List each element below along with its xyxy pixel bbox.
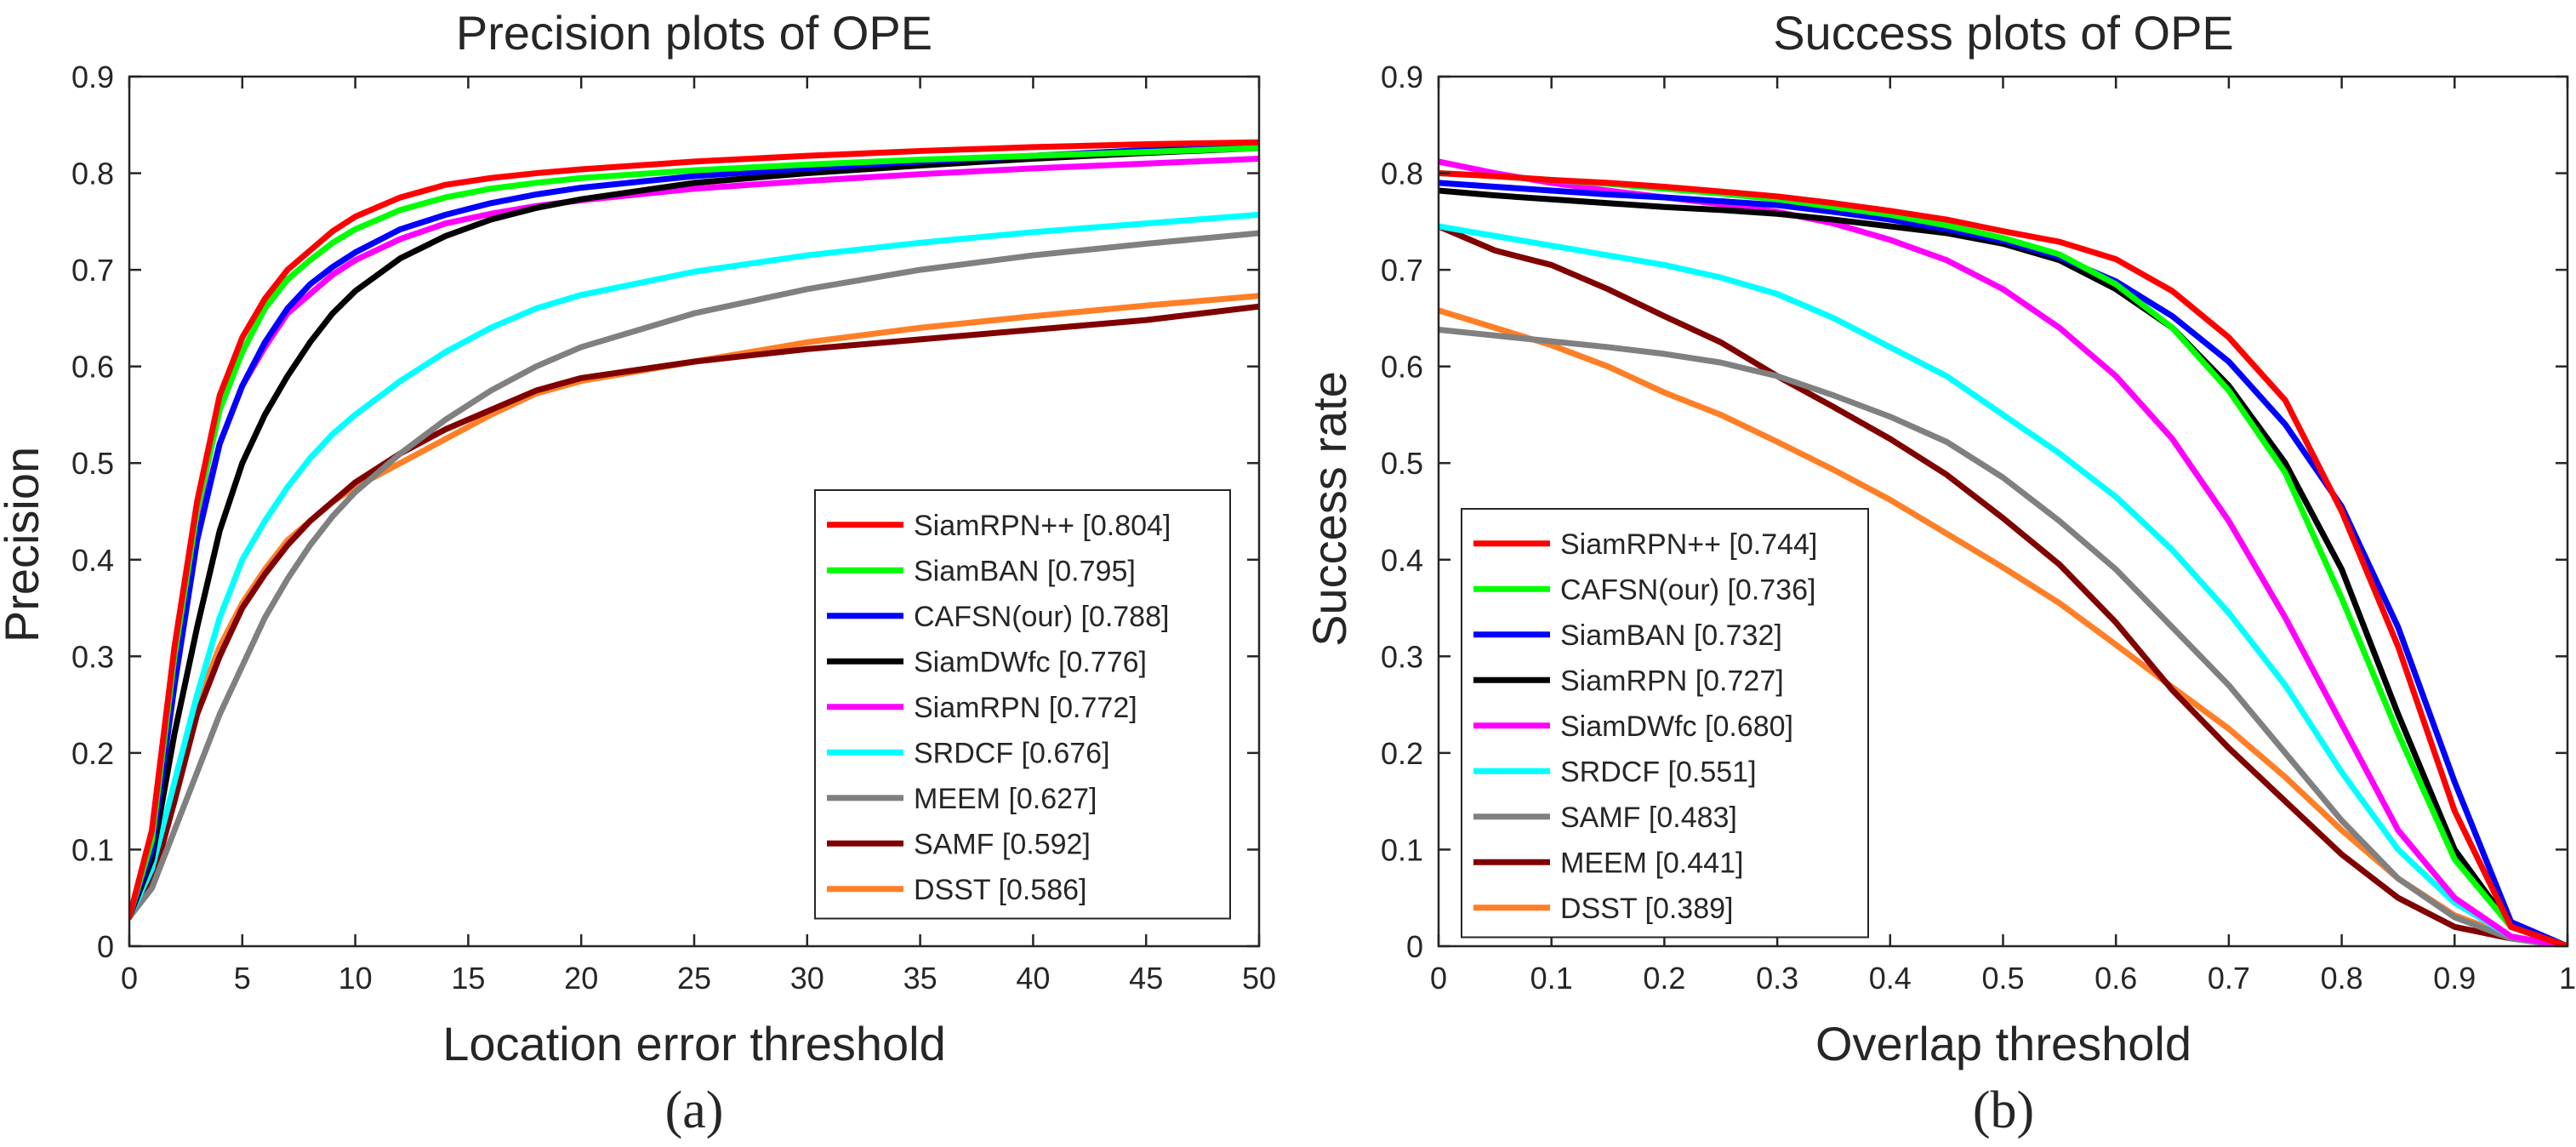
precision-ytick-label: 0.9: [71, 60, 114, 94]
precision-ytick-label: 0.6: [71, 350, 114, 385]
precision-legend-label-srdcf: SRDCF [0.676]: [914, 737, 1110, 769]
success-series-siamrpn--line: [1439, 170, 2567, 946]
precision-plot-panel: Precision plots of OPE Location error th…: [0, 6, 1276, 1139]
precision-legend-label-siamdwfc: SiamDWfc [0.776]: [914, 646, 1147, 678]
success-series-group: [1439, 158, 2567, 946]
precision-xtick-label: 15: [451, 961, 485, 996]
success-xtick-label: 0.3: [1756, 961, 1798, 996]
success-legend: SiamRPN++ [0.744] CAFSN(our) [0.736] SiamB…: [1461, 508, 1869, 939]
success-legend-label-siamrpn: SiamRPN [0.727]: [1560, 665, 1784, 697]
success-xtick-label: 0.1: [1530, 961, 1573, 996]
precision-ytick-label: 0.8: [71, 157, 114, 191]
success-legend-label-srdcf: SRDCF [0.551]: [1560, 756, 1757, 788]
success-legend-box: [1461, 508, 1869, 939]
precision-series-srdcf-line: [129, 211, 1259, 921]
precision-ytick-label: 0.7: [71, 253, 114, 288]
precision-legend-label-siamrpn-: SiamRPN++ [0.804]: [914, 510, 1171, 542]
precision-series-group: [129, 139, 1259, 921]
precision-xtick-label: 25: [677, 961, 711, 996]
precision-ytick-label: 0.5: [71, 446, 114, 481]
precision-xtick-label: 0: [121, 961, 138, 996]
precision-series-siamdwfc-line: [129, 145, 1259, 921]
success-ytick-label: 0.4: [1381, 543, 1423, 578]
success-ytick-label: 0.5: [1381, 446, 1423, 481]
success-series-samf-line: [1439, 327, 2567, 946]
precision-series-siamrpn--line: [129, 139, 1259, 921]
precision-legend-label-siamrpn: SiamRPN [0.772]: [914, 692, 1137, 724]
success-xtick-label: 0.2: [1643, 961, 1685, 996]
success-xtick-label: 0.7: [2208, 961, 2250, 996]
success-xtick-label: 0.6: [2094, 961, 2137, 996]
precision-legend-label-samf: SAMF [0.592]: [914, 828, 1091, 860]
success-series-srdcf-line: [1439, 223, 2567, 946]
precision-xtick-label: 30: [790, 961, 824, 996]
precision-legend-label-siamban: SiamBAN [0.795]: [914, 555, 1136, 587]
precision-ytick-label: 0.2: [71, 736, 114, 771]
precision-xtick-label: 10: [339, 961, 373, 996]
precision-legend-label-dsst: DSST [0.586]: [914, 874, 1087, 906]
success-plot-caption: (b): [1973, 1081, 2034, 1139]
precision-plot-ylabel: Precision: [0, 447, 48, 642]
success-legend-label-meem: MEEM [0.441]: [1560, 847, 1743, 879]
success-legend-label-siamrpn-: SiamRPN++ [0.744]: [1560, 528, 1817, 561]
success-xtick-label: 0.5: [1981, 961, 2024, 996]
precision-xtick-label: 35: [903, 961, 938, 996]
success-ytick-label: 0.8: [1381, 157, 1423, 191]
success-xtick-label: 0: [1430, 961, 1447, 996]
success-plot-xlabel: Overlap threshold: [1815, 1017, 2191, 1070]
success-legend-label-cafsn-our-: CAFSN(our) [0.736]: [1560, 574, 1815, 606]
success-plot-title: Success plots of OPE: [1773, 6, 2234, 60]
precision-legend-label-meem: MEEM [0.627]: [914, 783, 1097, 815]
success-ytick-label: 0.1: [1381, 832, 1423, 867]
precision-legend: SiamRPN++ [0.804] SiamBAN [0.795] CAFSN(ou…: [814, 489, 1231, 920]
success-ytick-label: 0: [1406, 929, 1423, 964]
success-ytick-label: 0.3: [1381, 639, 1423, 674]
precision-ytick-label: 0.1: [71, 832, 114, 867]
success-plot-panel: Success plots of OPE Overlap threshold S…: [1302, 6, 2576, 1139]
precision-ytick-label: 0.4: [71, 543, 114, 578]
precision-plot-title: Precision plots of OPE: [456, 6, 932, 60]
success-plot-ylabel: Success rate: [1302, 371, 1356, 647]
success-ytick-label: 0.9: [1381, 60, 1423, 94]
success-legend-label-samf: SAMF [0.483]: [1560, 802, 1737, 834]
precision-xtick-label: 50: [1242, 961, 1276, 996]
precision-xtick-label: 20: [564, 961, 598, 996]
success-ytick-label: 0.2: [1381, 736, 1423, 771]
success-xtick-label: 0.4: [1869, 961, 1912, 996]
success-legend-label-siamban: SiamBAN [0.732]: [1560, 619, 1782, 652]
precision-xtick-label: 40: [1016, 961, 1050, 996]
precision-legend-label-cafsn-our-: CAFSN(our) [0.788]: [914, 601, 1169, 633]
success-series-meem-line: [1439, 223, 2567, 946]
precision-xtick-label: 5: [234, 961, 251, 996]
success-xtick-label: 1: [2559, 961, 2576, 996]
success-ytick-label: 0.7: [1381, 253, 1423, 288]
precision-series-meem-line: [129, 230, 1259, 921]
success-legend-label-dsst: DSST [0.389]: [1560, 893, 1734, 925]
success-ytick-label: 0.6: [1381, 350, 1423, 385]
precision-xtick-label: 45: [1129, 961, 1163, 996]
precision-ytick-label: 0: [97, 929, 114, 964]
precision-series-samf-line: [129, 303, 1259, 921]
success-legend-label-siamdwfc: SiamDWfc [0.680]: [1560, 710, 1793, 743]
precision-plot-caption: (a): [665, 1081, 724, 1139]
success-xtick-label: 0.8: [2321, 961, 2363, 996]
success-xtick-label: 0.9: [2433, 961, 2476, 996]
precision-plot-xlabel: Location error threshold: [442, 1017, 945, 1070]
precision-ytick-label: 0.3: [71, 639, 114, 674]
